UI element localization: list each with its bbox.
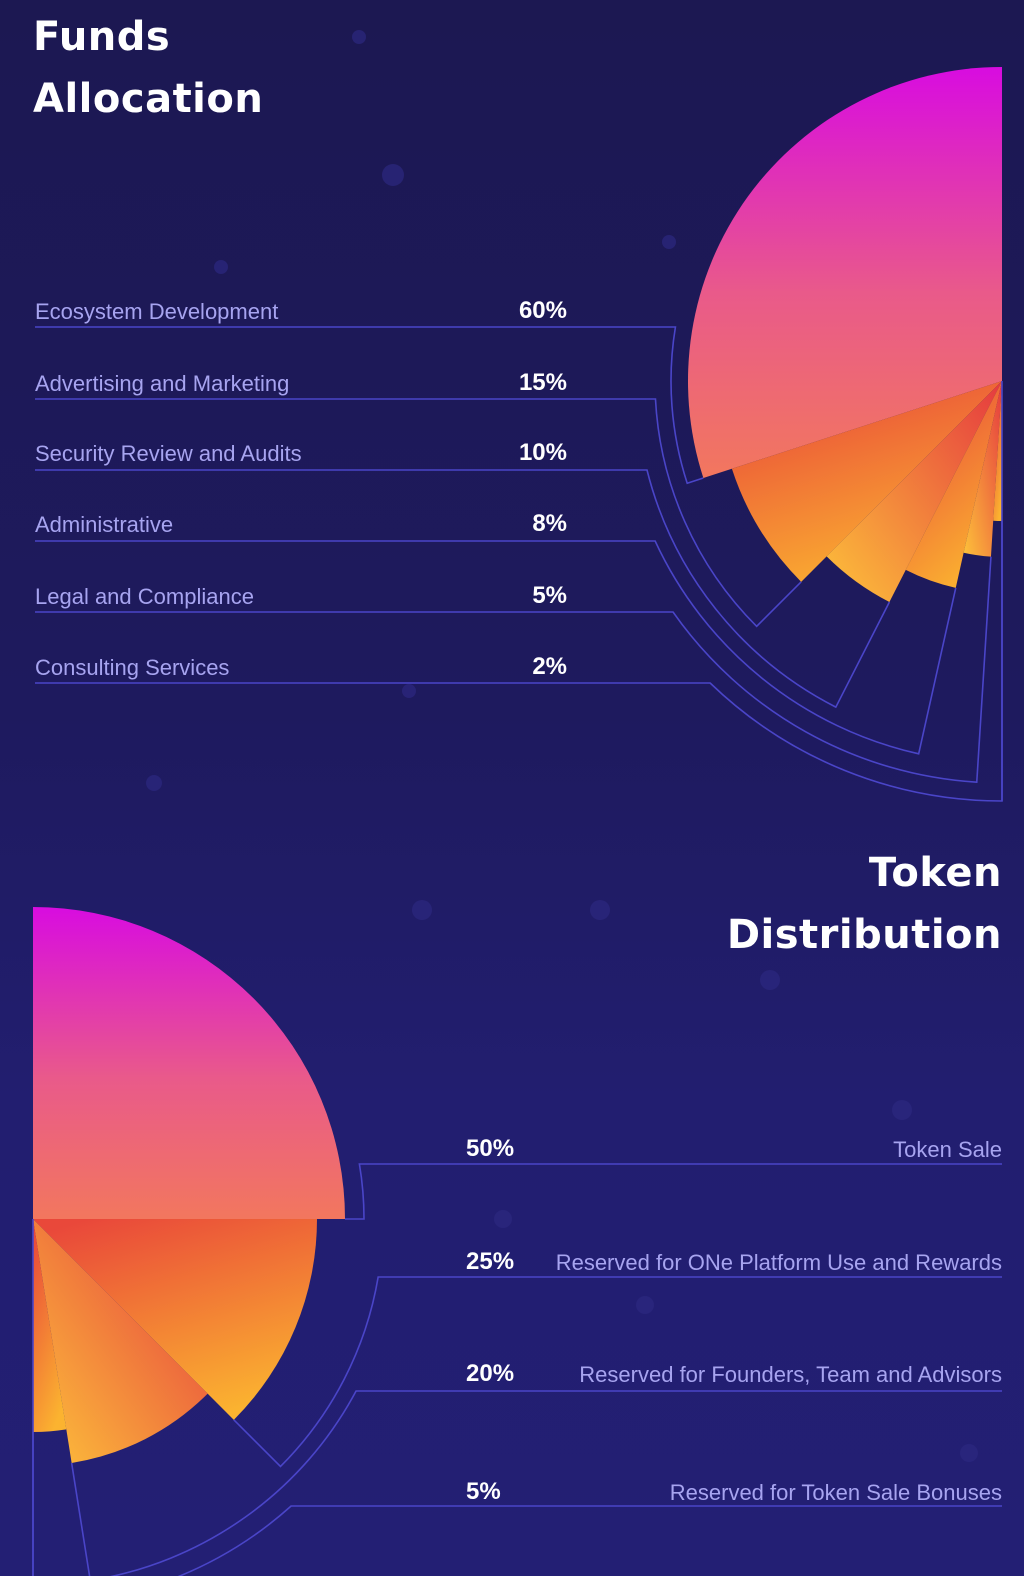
legend-label: Consulting Services (35, 655, 230, 680)
background-dot (402, 684, 416, 698)
value-label: 50% (466, 1135, 515, 1162)
legend-label: Reserved for Founders, Team and Advisors (579, 1362, 1002, 1387)
connector-line (35, 540, 957, 755)
pie-slice (905, 381, 1002, 588)
background-dot (662, 235, 676, 249)
background-dot (636, 1296, 654, 1314)
background-dot (352, 30, 366, 44)
legend-label: Reserved for Token Sale Bonuses (669, 1480, 1002, 1505)
connector-line (35, 469, 891, 709)
token-distribution-title: Token Distribution (727, 842, 1002, 966)
value-label: 5% (466, 1478, 501, 1505)
connector-line (35, 521, 1003, 802)
background-dot (494, 1210, 512, 1228)
pie-slice (33, 1219, 67, 1432)
pie-slice (963, 381, 1002, 557)
value-label: 8% (532, 510, 567, 537)
value-label: 15% (518, 369, 567, 396)
background-dot (760, 970, 780, 990)
connector-line (35, 326, 704, 485)
background-dot (146, 775, 162, 791)
pie-slice (33, 1219, 317, 1420)
value-label: 10% (518, 439, 567, 466)
legend-label: Legal and Compliance (35, 584, 254, 609)
connector-line (345, 1163, 1002, 1220)
value-label: 60% (518, 297, 567, 324)
background-dot (960, 1444, 978, 1462)
connector-line (35, 398, 802, 628)
background-dot (892, 1100, 912, 1120)
legend-label: Security Review and Audits (35, 441, 302, 466)
pie-slice (826, 381, 1002, 602)
token-distribution-chart (32, 907, 1002, 1576)
connector-line (32, 1432, 1002, 1576)
background-dot (590, 900, 610, 920)
pie-slice (33, 907, 345, 1219)
funds-allocation-title: Funds Allocation (33, 6, 263, 130)
pie-slice (731, 381, 1002, 582)
value-label: 5% (532, 582, 567, 609)
legend-label: Token Sale (893, 1137, 1002, 1162)
connector-line (35, 556, 992, 784)
connector-line (233, 1276, 1002, 1468)
funds-allocation-chart (35, 67, 1003, 802)
value-label: 2% (532, 653, 567, 680)
background-dot (412, 900, 432, 920)
value-label: 20% (466, 1360, 515, 1387)
pie-slice (33, 1219, 208, 1463)
legend-label: Reserved for ONe Platform Use and Reward… (555, 1250, 1002, 1275)
legend-label: Administrative (35, 512, 174, 537)
background-dot (214, 260, 228, 274)
background-dot (382, 164, 404, 186)
title-line: Allocation (33, 76, 264, 122)
title-line: Token (868, 850, 1002, 896)
legend-label: Advertising and Marketing (35, 371, 290, 396)
title-line: Distribution (726, 912, 1002, 958)
legend-label: Ecosystem Development (35, 299, 279, 324)
connector-line (70, 1390, 1002, 1576)
pie-slice (687, 67, 1002, 479)
title-line: Funds (33, 14, 171, 60)
pie-slice (993, 381, 1002, 521)
value-label: 25% (466, 1248, 515, 1275)
